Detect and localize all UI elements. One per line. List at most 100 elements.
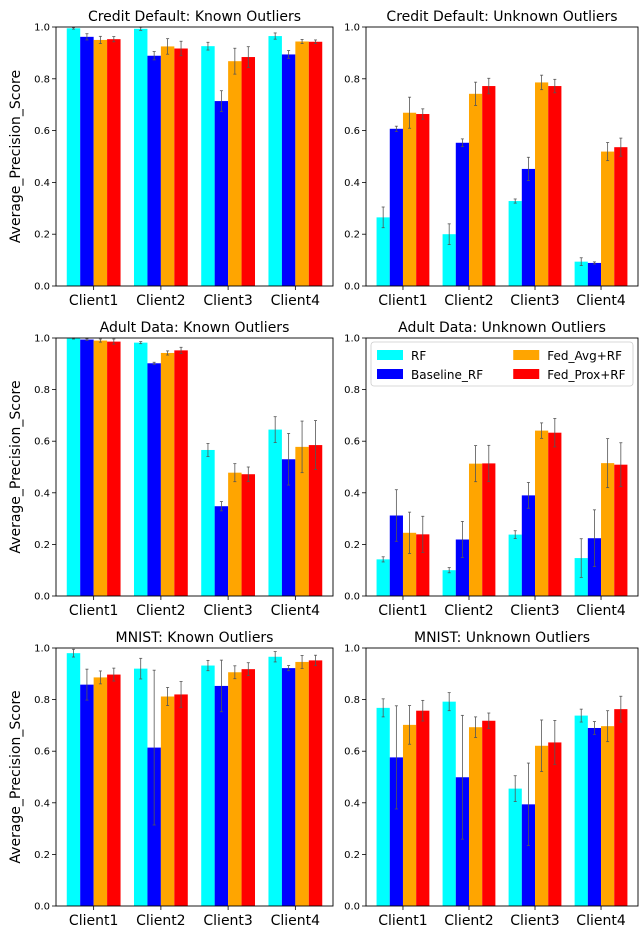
bar-rf-client2 <box>442 234 456 286</box>
bar-fed-prox-rf-client1 <box>107 341 121 596</box>
y-tick-label: 0.2 <box>344 850 360 861</box>
legend-swatch <box>377 350 403 360</box>
bar-rf-client1 <box>66 28 81 287</box>
bar-fed-prox-rf-client3 <box>548 86 562 286</box>
bar-fed-prox-rf-client1 <box>416 534 430 596</box>
y-tick-label: 0.4 <box>344 488 360 499</box>
y-tick-label: 1.0 <box>344 334 360 345</box>
bar-rf-client3 <box>508 788 522 906</box>
x-tick-label: Client3 <box>510 603 559 619</box>
bar-rf-client3 <box>201 449 215 596</box>
chart-title: MNIST: Unknown Outliers <box>414 630 590 646</box>
bar-rf-client4 <box>268 656 282 906</box>
bar-rf-client4 <box>268 429 282 596</box>
y-tick-label: 0.2 <box>34 850 50 861</box>
bar-rf-client1 <box>376 217 390 286</box>
bar-baseline-rf-client2 <box>147 55 161 286</box>
y-tick-label: 0.0 <box>344 282 360 293</box>
bar-fed-avg-rf-client1 <box>93 677 108 906</box>
bar-fed-avg-rf-client3 <box>228 472 242 596</box>
bar-rf-client1 <box>376 559 390 596</box>
x-tick-label: Client4 <box>271 913 321 926</box>
y-tick-label: 0.2 <box>34 540 50 551</box>
bar-rf-client2 <box>133 342 148 596</box>
x-tick-label: Client2 <box>444 913 493 926</box>
bar-fed-avg-rf-client2 <box>468 727 483 906</box>
bar-rf-client4 <box>574 261 588 286</box>
x-tick-label: Client4 <box>576 293 626 309</box>
y-tick-label: 0.6 <box>344 437 360 448</box>
y-tick-label: 0.4 <box>344 798 360 809</box>
chart-panel-2: 0.0 0.2 0.4 0.6 0.8 1.0 Client1 Client2 Client3 C… <box>344 9 639 309</box>
bar-baseline-rf-client4 <box>587 727 602 906</box>
bar-fed-avg-rf-client1 <box>93 39 108 287</box>
bar-fed-prox-rf-client4 <box>308 445 323 596</box>
y-tick-label: 0.8 <box>34 74 50 85</box>
bar-baseline-rf-client3 <box>521 168 536 286</box>
y-tick-label: 0.2 <box>344 540 360 551</box>
x-tick-label: Client3 <box>203 293 252 309</box>
x-tick-label: Client2 <box>136 293 185 309</box>
chart-panel-4: 0.0 0.2 0.4 0.6 0.8 1.0 Client1 Client2 Client3 C… <box>344 320 639 619</box>
bar-fed-prox-rf-client3 <box>548 742 562 906</box>
bar-fed-prox-rf-client4 <box>614 464 628 596</box>
chart-panel-3: 0.0 0.2 0.4 0.6 0.8 1.0 Client1 Client2 Client3 C… <box>8 320 334 619</box>
legend-label: Fed_Avg+RF <box>547 349 622 363</box>
legend-swatch <box>377 369 403 379</box>
bar-fed-prox-rf-client2 <box>174 48 188 286</box>
bar-rf-client3 <box>201 46 215 286</box>
bar-rf-client2 <box>442 570 456 596</box>
axes-frame <box>365 26 639 287</box>
x-tick-label: Client1 <box>69 293 118 309</box>
y-tick-label: 0.6 <box>34 126 50 137</box>
x-tick-label: Client3 <box>510 293 559 309</box>
bar-fed-prox-rf-client3 <box>548 432 562 596</box>
y-tick-label: 1.0 <box>34 23 50 34</box>
bar-fed-prox-rf-client1 <box>107 674 121 906</box>
chart-title: MNIST: Known Outliers <box>116 630 274 646</box>
bar-baseline-rf-client1 <box>389 128 403 286</box>
bar-baseline-rf-client2 <box>455 777 469 906</box>
bar-fed-prox-rf-client3 <box>241 669 256 906</box>
bar-fed-avg-rf-client3 <box>228 61 242 286</box>
bar-fed-avg-rf-client2 <box>468 463 483 596</box>
legend-swatch <box>513 369 540 379</box>
x-tick-label: Client2 <box>444 603 493 619</box>
bar-baseline-rf-client3 <box>214 506 229 596</box>
x-tick-label: Client3 <box>203 913 252 926</box>
x-tick-label: Client1 <box>378 293 427 309</box>
bar-baseline-rf-client4 <box>587 262 602 286</box>
bar-fed-prox-rf-client4 <box>308 660 323 906</box>
y-tick-label: 0.8 <box>34 695 50 706</box>
y-tick-label: 0.4 <box>34 798 50 809</box>
bar-baseline-rf-client1 <box>80 339 94 596</box>
chart-title: Adult Data: Unknown Outliers <box>398 320 606 336</box>
bar-baseline-rf-client3 <box>214 101 229 286</box>
y-tick-label: 1.0 <box>34 334 50 345</box>
bar-fed-avg-rf-client2 <box>468 93 483 286</box>
x-tick-label: Client2 <box>444 293 493 309</box>
axes-frame <box>55 647 334 907</box>
y-tick-label: 0.0 <box>344 902 360 913</box>
bar-fed-avg-rf-client1 <box>402 112 417 286</box>
bar-rf-client3 <box>508 534 522 596</box>
bar-fed-prox-rf-client1 <box>107 39 121 286</box>
bar-fed-avg-rf-client3 <box>535 745 549 906</box>
y-tick-label: 0.8 <box>344 385 360 396</box>
x-tick-label: Client1 <box>69 913 118 926</box>
y-tick-label: 0.8 <box>344 695 360 706</box>
bar-fed-avg-rf-client4 <box>295 661 309 906</box>
y-tick-label: 0.0 <box>34 282 50 293</box>
bar-baseline-rf-client4 <box>281 668 296 906</box>
y-tick-label: 0.0 <box>34 902 50 913</box>
y-tick-label: 0.6 <box>34 437 50 448</box>
chart-panel-1: 0.0 0.2 0.4 0.6 0.8 1.0 Client1 Client2 Client3 C… <box>8 9 334 309</box>
bar-fed-avg-rf-client4 <box>295 41 309 286</box>
bar-baseline-rf-client3 <box>521 495 536 596</box>
axes-frame <box>365 647 639 907</box>
x-tick-label: Client3 <box>510 913 559 926</box>
y-tick-label: 0.6 <box>344 747 360 758</box>
y-axis-label: Average_Precision_Score <box>8 690 24 863</box>
x-tick-label: Client3 <box>203 603 252 619</box>
bar-baseline-rf-client2 <box>455 142 469 286</box>
